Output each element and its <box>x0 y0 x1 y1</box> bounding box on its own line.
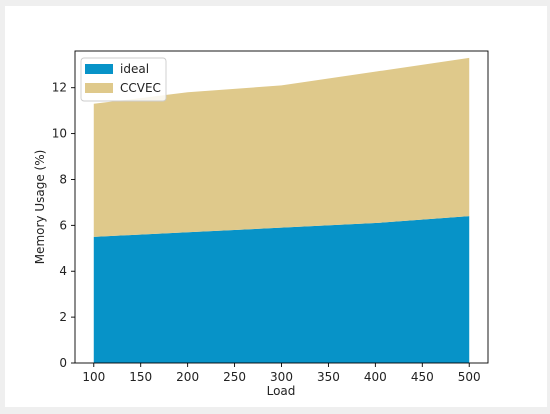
legend-label-ccvec: CCVEC <box>120 81 161 95</box>
legend-swatch-ideal <box>85 64 113 74</box>
x-axis: 100 150 200 250 300 350 400 450 500 <box>82 363 481 384</box>
x-axis-label: Load <box>267 384 296 398</box>
y-tick-label: 8 <box>59 172 67 186</box>
y-axis-label: Memory Usage (%) <box>33 150 47 265</box>
x-tick-label: 300 <box>270 370 293 384</box>
x-tick-label: 350 <box>317 370 340 384</box>
y-tick-label: 12 <box>52 81 67 95</box>
y-tick-label: 10 <box>52 127 67 141</box>
areas-layer <box>93 57 470 363</box>
y-tick-label: 4 <box>59 264 67 278</box>
x-tick-label: 250 <box>223 370 246 384</box>
figure: 100 150 200 250 300 350 400 450 500 0 2 4 6 8 10 12 Lo… <box>5 6 547 407</box>
x-tick-label: 100 <box>82 370 105 384</box>
y-tick-label: 0 <box>59 356 67 370</box>
area-ideal <box>93 216 470 363</box>
area-chart: 100 150 200 250 300 350 400 450 500 0 2 4 6 8 10 12 Lo… <box>33 50 489 398</box>
y-tick-label: 2 <box>59 310 67 324</box>
y-tick-label: 6 <box>59 218 67 232</box>
x-tick-label: 450 <box>411 370 434 384</box>
y-axis: 0 2 4 6 8 10 12 <box>52 81 75 370</box>
x-tick-label: 500 <box>458 370 481 384</box>
legend-label-ideal: ideal <box>120 62 149 76</box>
x-tick-label: 200 <box>176 370 199 384</box>
legend-swatch-ccvec <box>85 83 113 93</box>
x-tick-label: 150 <box>129 370 152 384</box>
legend: ideal CCVEC <box>80 57 167 102</box>
x-tick-label: 400 <box>364 370 387 384</box>
area-ccvec <box>93 57 470 237</box>
